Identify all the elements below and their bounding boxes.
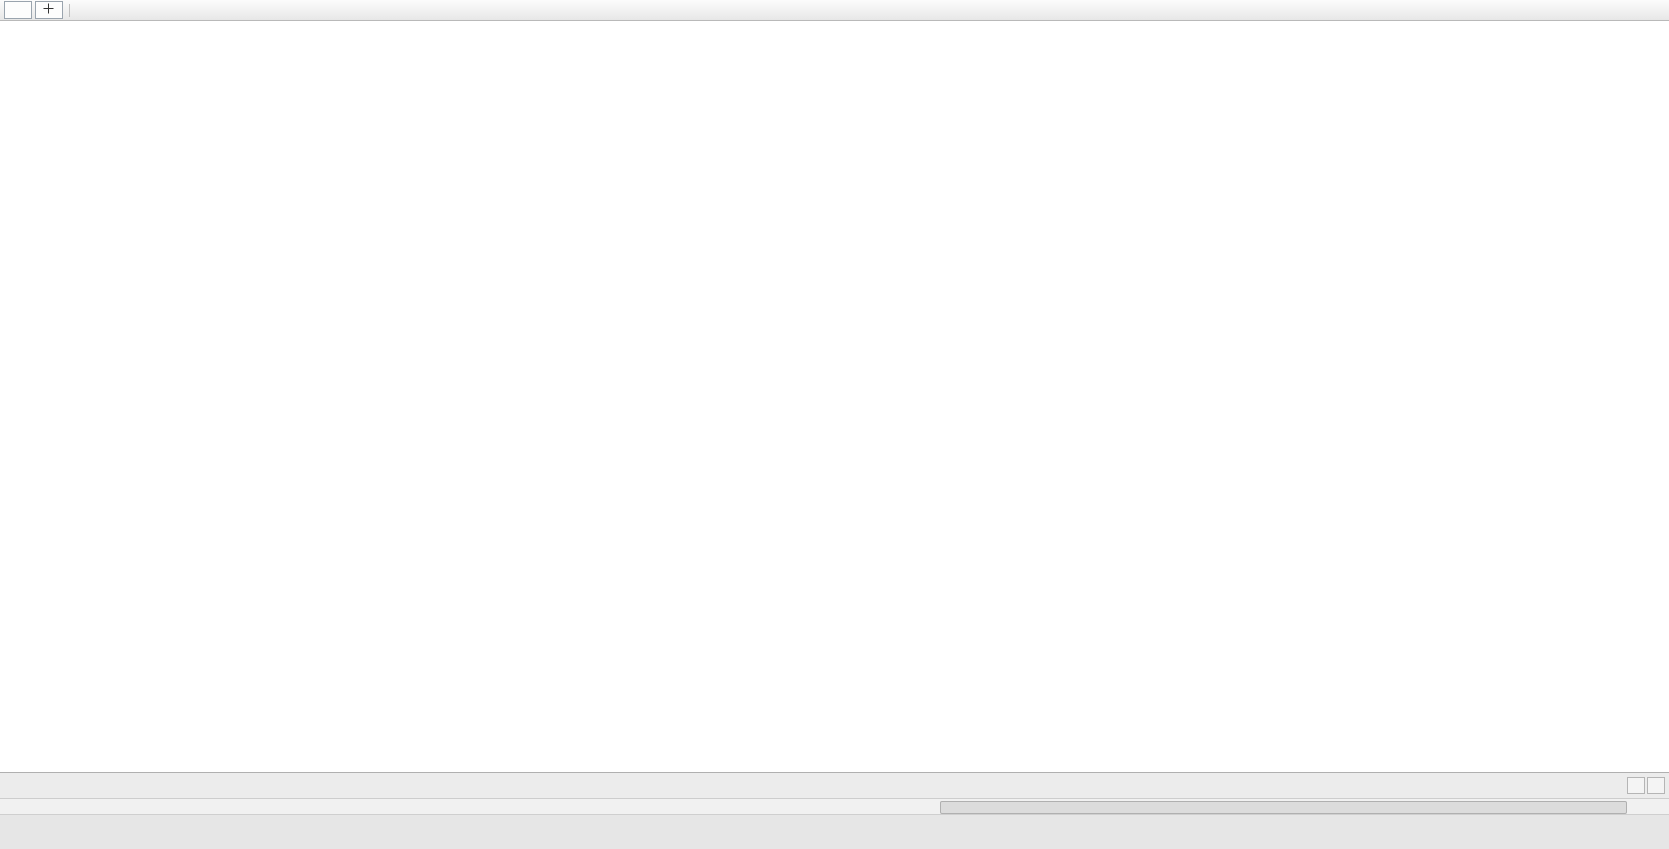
chart-tab-bar (0, 772, 1669, 799)
time-axis[interactable] (0, 752, 1565, 772)
tab-scroll-left-button[interactable] (1627, 777, 1645, 794)
text-tool-button[interactable] (4, 1, 32, 19)
toolbar (0, 0, 1669, 21)
toolbar-separator (69, 3, 70, 17)
scrollbar-thumb[interactable] (940, 801, 1627, 814)
horizontal-scrollbar[interactable] (0, 798, 1669, 815)
tab-scroll-right-button[interactable] (1647, 777, 1665, 794)
crosshair-icon (43, 3, 54, 17)
tab-scroll-arrows (1627, 777, 1665, 794)
chart-area[interactable] (0, 20, 1669, 772)
price-chart-canvas[interactable] (0, 20, 1669, 752)
cursor-tool-button[interactable] (35, 1, 63, 19)
status-strip (0, 814, 1669, 849)
